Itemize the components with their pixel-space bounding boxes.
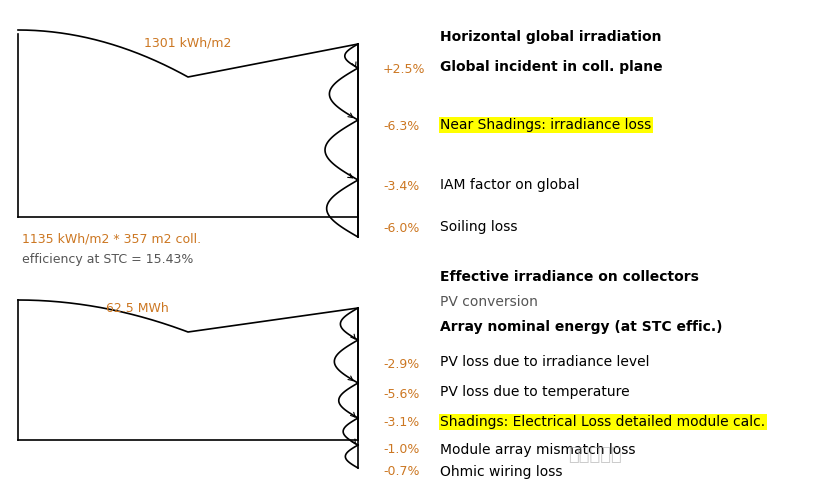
Text: PV loss due to irradiance level: PV loss due to irradiance level <box>440 355 650 369</box>
Text: 坎德拉学院: 坎德拉学院 <box>568 446 622 464</box>
Text: 1135 kWh/m2 * 357 m2 coll.: 1135 kWh/m2 * 357 m2 coll. <box>22 233 201 246</box>
Text: -3.1%: -3.1% <box>384 416 420 429</box>
Text: Global incident in coll. plane: Global incident in coll. plane <box>440 60 663 74</box>
Text: -1.0%: -1.0% <box>384 443 420 456</box>
Text: Near Shadings: irradiance loss: Near Shadings: irradiance loss <box>440 118 651 132</box>
Text: Effective irradiance on collectors: Effective irradiance on collectors <box>440 270 699 284</box>
Text: -6.0%: -6.0% <box>384 222 420 235</box>
Text: Horizontal global irradiation: Horizontal global irradiation <box>440 30 662 44</box>
Text: 62.5 MWh: 62.5 MWh <box>106 302 169 315</box>
Text: -6.3%: -6.3% <box>384 120 420 133</box>
Text: Module array mismatch loss: Module array mismatch loss <box>440 443 636 457</box>
Text: Array nominal energy (at STC effic.): Array nominal energy (at STC effic.) <box>440 320 723 334</box>
Text: -5.6%: -5.6% <box>384 388 420 401</box>
Text: Ohmic wiring loss: Ohmic wiring loss <box>440 465 562 479</box>
Text: -3.4%: -3.4% <box>384 180 420 193</box>
Text: -0.7%: -0.7% <box>384 465 420 478</box>
Text: +2.5%: +2.5% <box>382 63 425 76</box>
Text: -2.9%: -2.9% <box>384 358 420 371</box>
Text: efficiency at STC = 15.43%: efficiency at STC = 15.43% <box>22 253 193 266</box>
Text: Soiling loss: Soiling loss <box>440 220 518 234</box>
Text: PV loss due to temperature: PV loss due to temperature <box>440 385 630 399</box>
Text: IAM factor on global: IAM factor on global <box>440 178 579 192</box>
Text: 1301 kWh/m2: 1301 kWh/m2 <box>144 37 231 50</box>
Text: Shadings: Electrical Loss detailed module calc.: Shadings: Electrical Loss detailed modul… <box>440 415 765 429</box>
Text: PV conversion: PV conversion <box>440 295 538 309</box>
